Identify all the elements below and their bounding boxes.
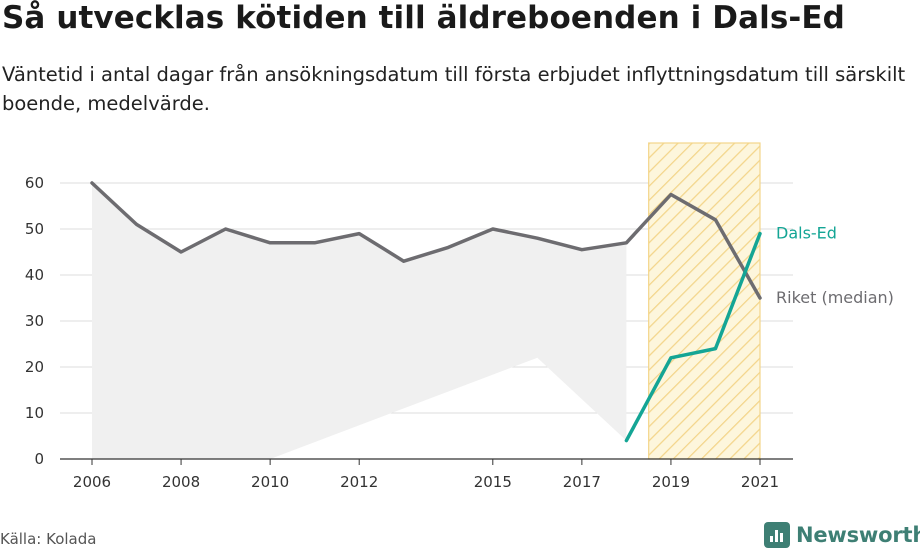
chart-subtitle: Väntetid i antal dagar från ansökningsda… [2, 63, 906, 115]
x-tick-label: 2008 [162, 473, 200, 491]
source-note: Källa: Kolada [0, 530, 97, 548]
y-tick-label: 40 [25, 266, 44, 284]
brand-logo: Newsworthy [764, 519, 920, 551]
x-tick-label: 2010 [251, 473, 289, 491]
background-area-shape [92, 183, 627, 459]
y-tick-label: 60 [25, 174, 44, 192]
series-label: Riket (median) [776, 288, 894, 307]
series-labels: Riket (median) Dals-Ed [776, 224, 894, 307]
series-lines [90, 181, 762, 443]
series-label: Dals-Ed [776, 224, 837, 243]
x-tick-label: 2019 [652, 473, 690, 491]
brand-name: Newsworthy [796, 523, 920, 547]
x-tick-label: 2006 [73, 473, 111, 491]
newsworthy-logo-icon [764, 522, 790, 548]
y-tick-label: 30 [25, 312, 44, 330]
x-tick-label: 2021 [741, 473, 779, 491]
x-tick-label: 2012 [340, 473, 378, 491]
x-axis-ticks: 2006 2008 2010 2012 2015 2017 2019 2021 [73, 459, 779, 491]
y-tick-label: 0 [34, 450, 44, 468]
background-area [92, 183, 627, 459]
y-tick-label: 10 [25, 404, 44, 422]
chart-title: Så utvecklas kötiden till äldreboenden i… [2, 0, 845, 36]
series-line-dals-ed [624, 231, 762, 443]
highlight-band-rect [648, 142, 761, 460]
x-tick-label: 2017 [563, 473, 601, 491]
y-tick-label: 20 [25, 358, 44, 376]
series-line-riket-median- [90, 181, 762, 300]
highlight-band [648, 142, 761, 460]
y-axis-ticks: 0 10 20 30 40 50 60 [25, 174, 44, 468]
x-tick-label: 2015 [474, 473, 512, 491]
y-tick-label: 50 [25, 220, 44, 238]
